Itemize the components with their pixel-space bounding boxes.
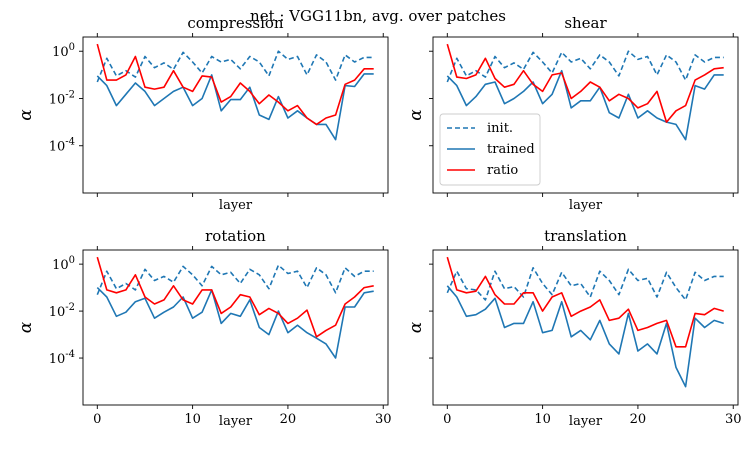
y-axis-label: α — [406, 321, 426, 333]
series-line-init — [446, 266, 724, 301]
legend-label-ratio: ratio — [487, 163, 518, 178]
x-tick-label: 10 — [184, 412, 201, 427]
y-tick-label: 10-4 — [49, 349, 75, 367]
y-axis-label: α — [406, 109, 426, 121]
x-tick-label: 10 — [534, 412, 551, 427]
x-tick-label: 0 — [443, 412, 451, 427]
plot-frame — [432, 249, 739, 406]
y-axis-label: α — [16, 321, 36, 333]
x-axis-label: layer — [569, 414, 603, 429]
y-tick-label: 100 — [52, 42, 75, 60]
plot-frame — [82, 36, 389, 194]
plot-frame — [432, 36, 739, 194]
panel-title: rotation — [205, 227, 266, 245]
x-tick-label: 30 — [725, 412, 742, 427]
series-line-init — [446, 50, 724, 83]
y-tick-base: 10 — [52, 45, 69, 60]
y-tick-label: 10-4 — [49, 137, 75, 155]
panel-title: compression — [187, 14, 284, 32]
y-tick-base: 10 — [49, 352, 66, 367]
panel-title: translation — [544, 227, 627, 245]
y-tick-base: 10 — [49, 92, 66, 107]
panel-translation: translation layer α 0 10 20 30 — [406, 227, 742, 429]
y-tick-base: 10 — [52, 258, 69, 273]
legend-label-trained: trained — [487, 142, 535, 157]
y-tick-exponent: -2 — [65, 302, 75, 313]
y-tick-exponent: -4 — [65, 137, 75, 148]
plot-frame — [82, 249, 389, 406]
y-tick-base: 10 — [49, 305, 66, 320]
series-line-trained — [96, 287, 374, 359]
x-tick-label: 0 — [93, 412, 101, 427]
series-line-trained — [446, 285, 724, 388]
series-line-ratio — [446, 43, 724, 123]
series-line-trained — [446, 69, 724, 141]
legend-box — [439, 113, 541, 186]
x-tick-label: 20 — [280, 412, 297, 427]
series-line-init — [96, 50, 374, 83]
series-line-ratio — [96, 43, 374, 126]
y-axis-label: α — [16, 109, 36, 121]
y-tick-label: 10-2 — [49, 302, 75, 320]
x-tick-label: 20 — [630, 412, 647, 427]
series-line-ratio — [96, 256, 374, 338]
series-line-trained — [96, 73, 374, 141]
figure-title: net : VGG11bn, avg. over patches — [250, 7, 506, 25]
legend-label-init: init. — [487, 121, 513, 136]
x-axis-label: layer — [569, 198, 603, 213]
series-line-init — [96, 264, 374, 295]
y-tick-exponent: 0 — [69, 42, 75, 53]
x-axis-label: layer — [219, 414, 253, 429]
y-tick-label: 10-2 — [49, 89, 75, 107]
y-tick-exponent: -2 — [65, 89, 75, 100]
y-tick-label: 100 — [52, 255, 75, 273]
panel-title: shear — [564, 14, 607, 32]
x-axis-label: layer — [219, 198, 253, 213]
y-tick-base: 10 — [49, 140, 66, 155]
series-line-ratio — [446, 256, 724, 348]
y-tick-exponent: 0 — [69, 255, 75, 266]
x-tick-label: 30 — [375, 412, 392, 427]
panel-shear: shear layer α init. trained ratio — [406, 14, 739, 213]
y-tick-exponent: -4 — [65, 349, 75, 360]
